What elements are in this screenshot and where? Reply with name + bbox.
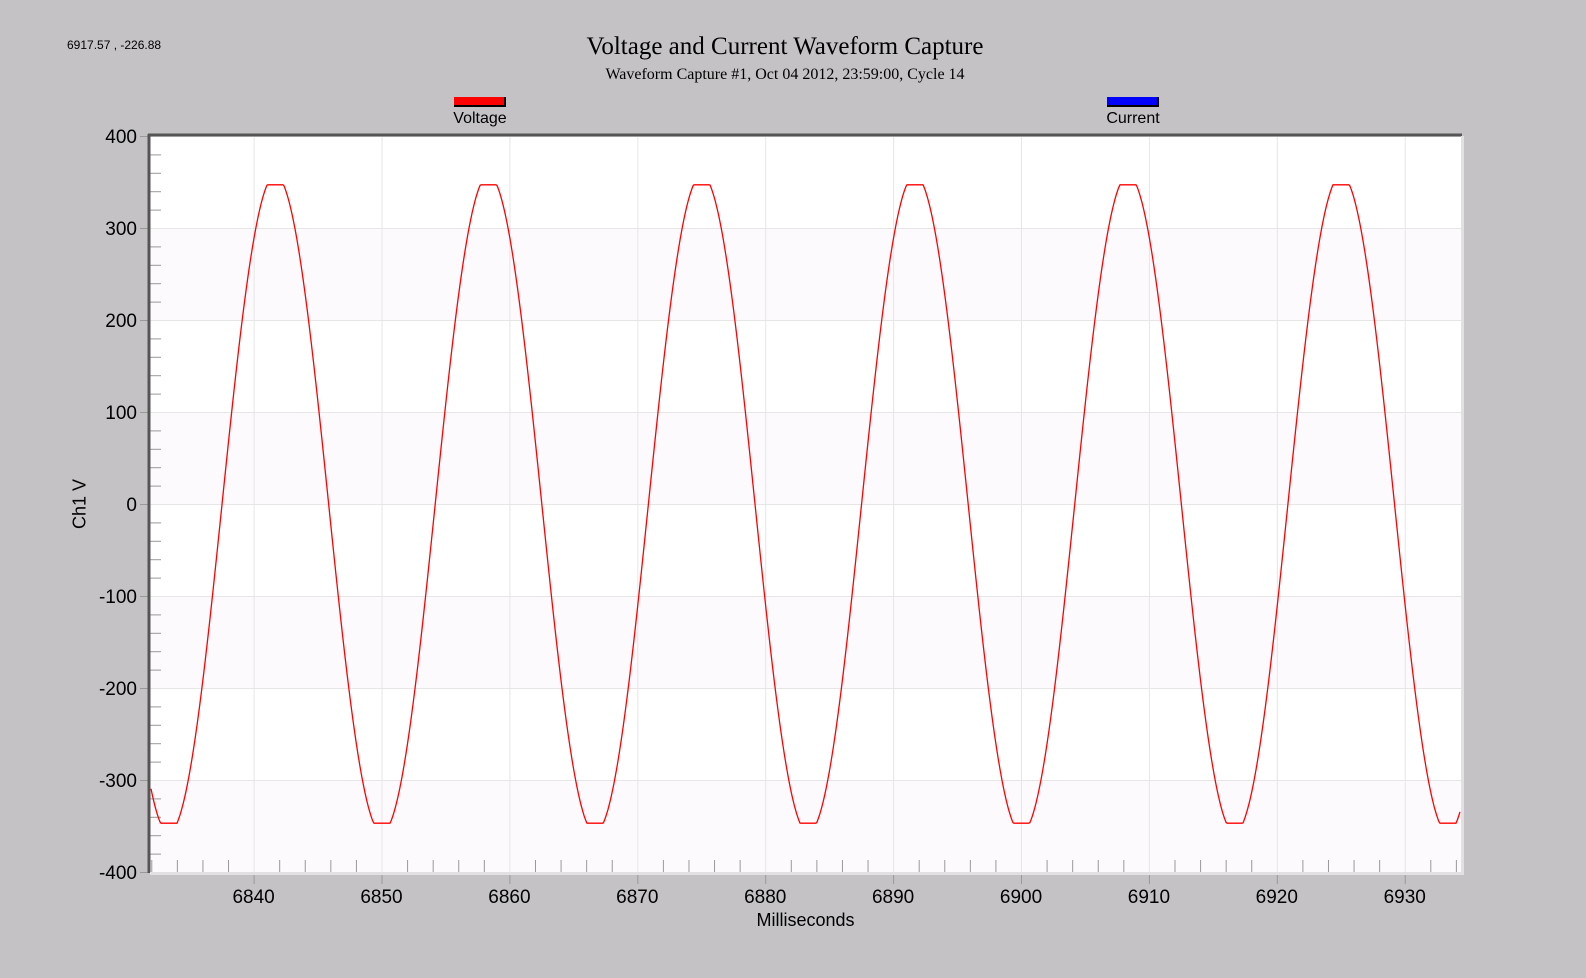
legend-item-current[interactable]: Current [1083, 97, 1183, 128]
y-tick-label: 0 [126, 495, 137, 516]
x-tick-label: 6840 [232, 887, 274, 908]
legend-label-voltage: Voltage [453, 110, 507, 127]
x-tick-label: 6930 [1384, 887, 1426, 908]
x-axis-label: Milliseconds [756, 910, 855, 930]
x-tick-label: 6890 [872, 887, 914, 908]
x-tick-label: 6880 [744, 887, 786, 908]
y-tick-label: 400 [105, 127, 137, 148]
y-tick-label: -200 [99, 679, 137, 700]
x-tick-label: 6850 [360, 887, 402, 908]
voltage-swatch-icon [454, 97, 506, 107]
y-tick-label: -400 [99, 863, 137, 884]
x-axis-tick-labels: 6840 6850 6860 6870 6880 6890 6900 6910 6920 6930 [232, 887, 1425, 908]
y-tick-label: -300 [99, 771, 137, 792]
plot-frame [147, 133, 1464, 875]
y-tick-label: 300 [105, 219, 137, 240]
current-swatch-icon [1107, 97, 1159, 107]
legend-item-voltage[interactable]: Voltage [430, 97, 530, 128]
x-tick-label: 6900 [1000, 887, 1042, 908]
plot-band [150, 780, 1461, 872]
voltage-trace [150, 184, 1461, 824]
gridlines [140, 136, 1461, 884]
y-tick-label: 100 [105, 403, 137, 424]
legend-label-current: Current [1106, 110, 1160, 127]
x-tick-label: 6870 [616, 887, 658, 908]
minor-ticks [150, 154, 1457, 872]
plot-band [150, 228, 1461, 320]
plot-band [150, 596, 1461, 688]
y-tick-label: -100 [99, 587, 137, 608]
y-axis-tick-labels: 400 300 200 100 0 -100 -200 -300 -400 [99, 127, 137, 884]
chart-subtitle: Waveform Capture #1, Oct 04 2012, 23:59:… [605, 66, 965, 83]
y-axis-label: Ch1 V [69, 478, 90, 530]
x-tick-label: 6910 [1128, 887, 1170, 908]
x-tick-label: 6860 [488, 887, 530, 908]
x-tick-label: 6920 [1256, 887, 1298, 908]
chart-title: Voltage and Current Waveform Capture [586, 33, 984, 60]
plot-band [150, 412, 1461, 504]
y-tick-label: 200 [105, 311, 137, 332]
cursor-coordinates-readout: 6917.57 , -226.88 [67, 38, 162, 52]
waveform-traces [150, 184, 1461, 824]
